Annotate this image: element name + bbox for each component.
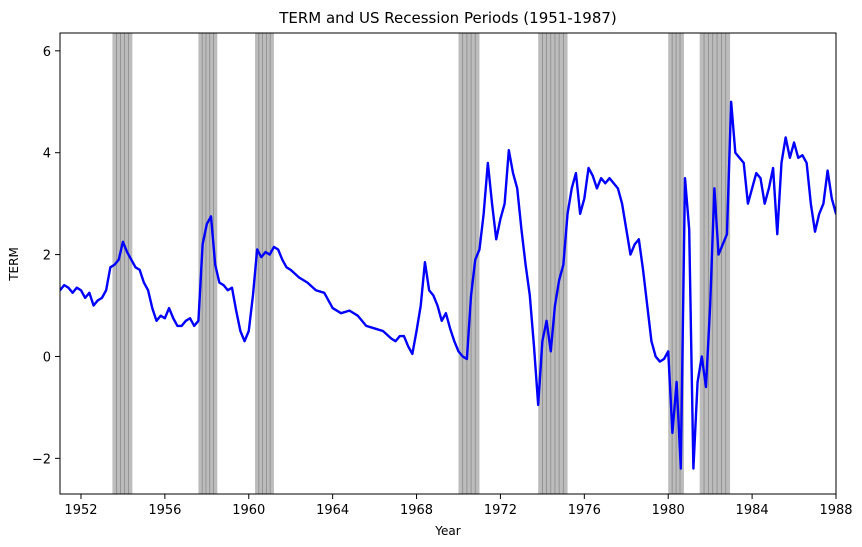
x-tick-label: 1984	[736, 503, 769, 518]
recession-band	[198, 33, 218, 494]
recession-bands	[112, 33, 731, 494]
recession-band	[112, 33, 133, 494]
x-tick-label: 1972	[484, 503, 517, 518]
x-tick-label: 1976	[568, 503, 601, 518]
x-tick-label: 1964	[316, 503, 349, 518]
chart-title: TERM and US Recession Periods (1951-1987…	[278, 9, 617, 27]
y-tick-label: −2	[32, 452, 51, 467]
x-tick-label: 1956	[148, 503, 181, 518]
y-axis-ticks: −2 0 2 4 6	[32, 45, 60, 467]
x-tick-label: 1960	[232, 503, 265, 518]
x-axis-label: Year	[434, 524, 460, 538]
recession-band	[458, 33, 480, 494]
x-tick-label: 1988	[819, 503, 852, 518]
x-tick-label: 1968	[400, 503, 433, 518]
y-tick-label: 0	[43, 350, 51, 365]
y-axis-label: TERM	[7, 247, 21, 282]
x-axis-ticks: 1952 1956 1960 1964 1968 1972 1976 1980 1984 1988	[64, 494, 853, 518]
y-tick-label: 4	[43, 147, 51, 162]
x-tick-label: 1980	[652, 503, 685, 518]
y-tick-label: 2	[43, 249, 51, 264]
series-group	[60, 100, 836, 470]
y-tick-label: 6	[43, 45, 51, 60]
series-line-term	[60, 100, 836, 470]
recession-band	[699, 33, 731, 494]
x-tick-label: 1952	[64, 503, 97, 518]
plot-frame	[59, 32, 837, 495]
recession-band	[255, 33, 274, 494]
